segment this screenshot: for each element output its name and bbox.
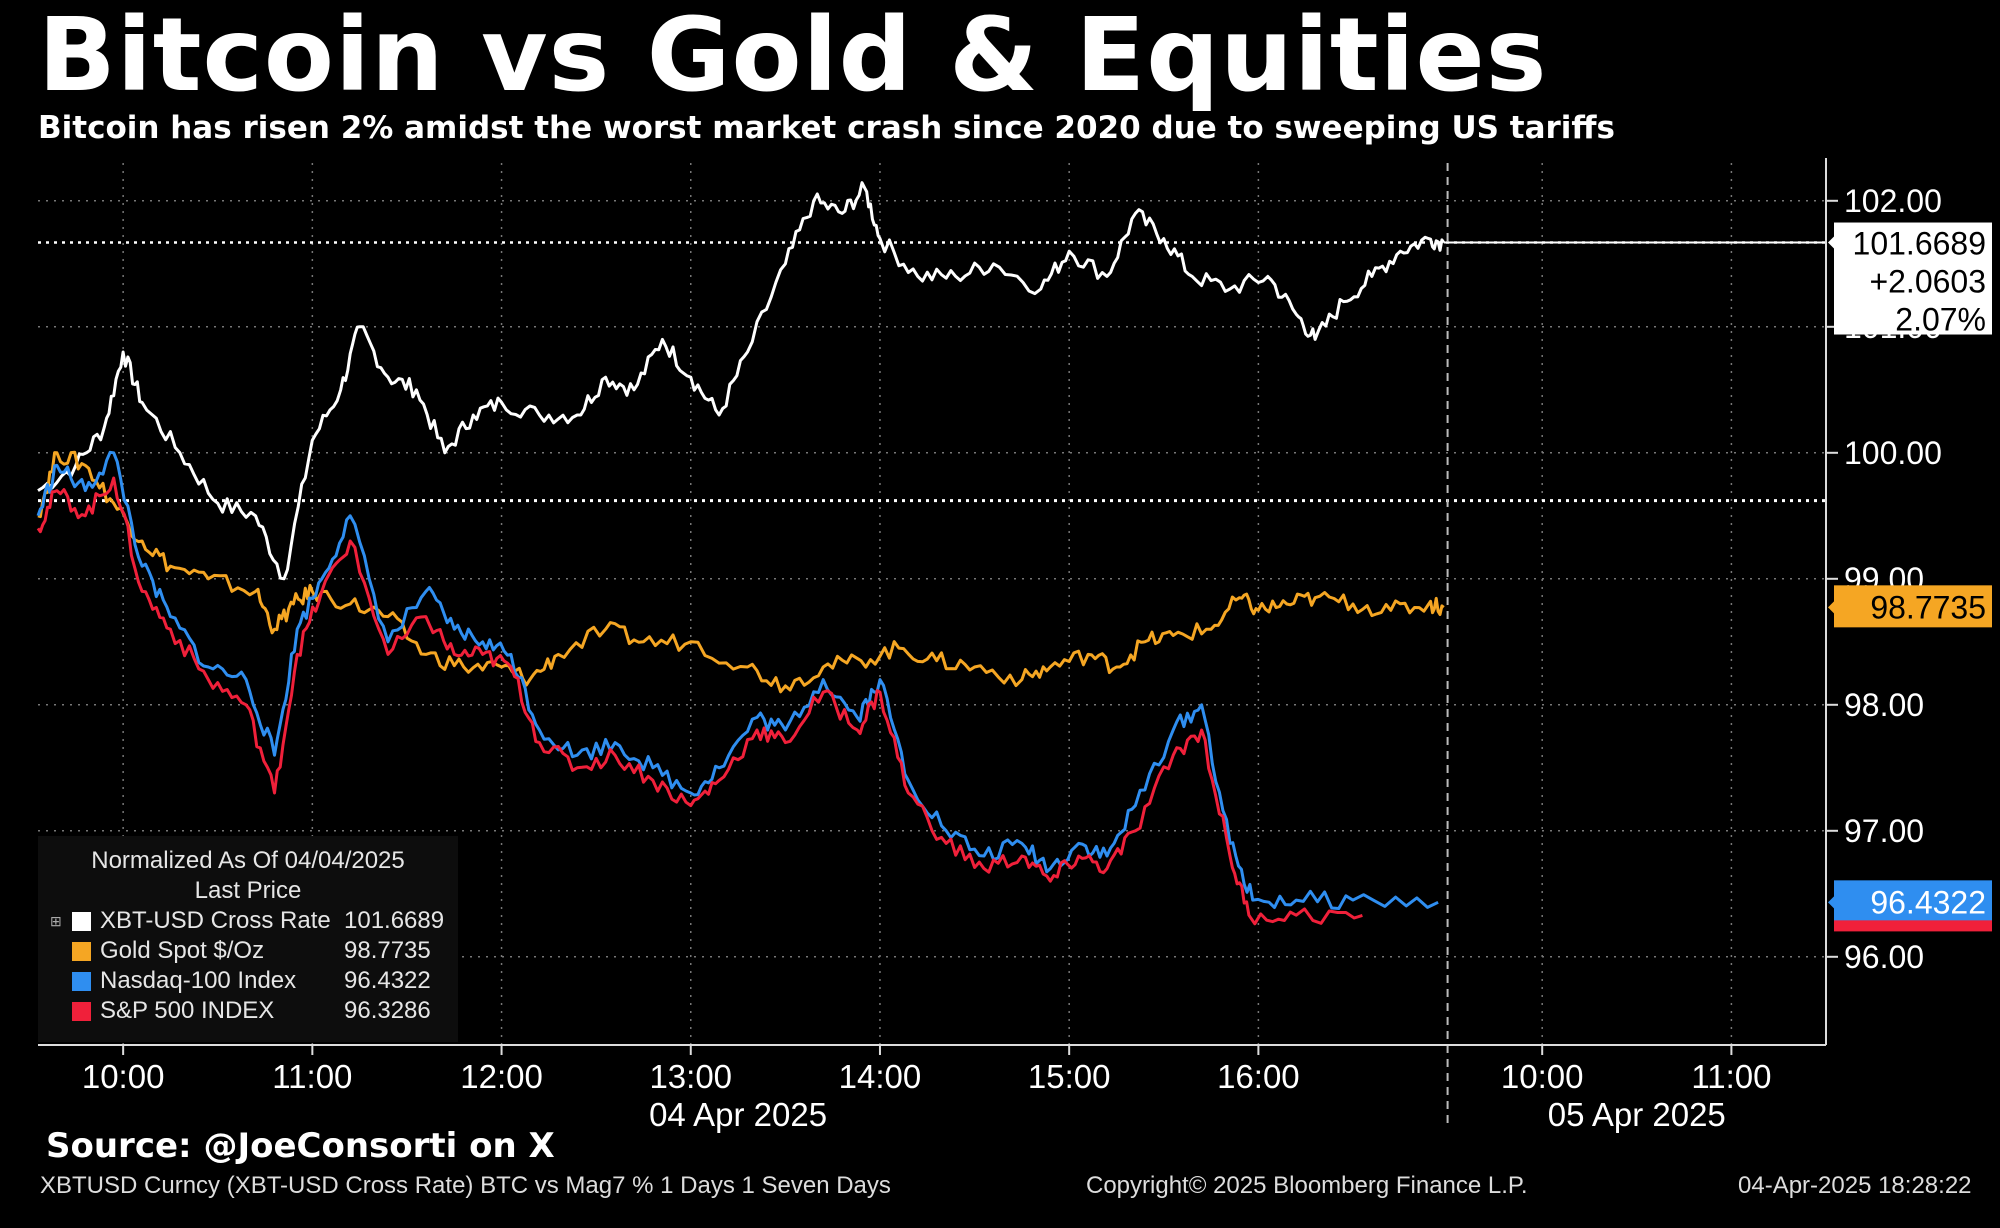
footer-copyright: Copyright© 2025 Bloomberg Finance L.P.: [1086, 1172, 1528, 1199]
chart-grid: [38, 163, 1826, 1125]
legend-swatch-xbt: [72, 912, 91, 931]
legend-header-normalized: Normalized As Of 04/04/2025: [91, 847, 405, 874]
legend-item-gold[interactable]: Gold Spot $/Oz 98.7735: [38, 936, 458, 966]
x-tick-label: 12:00: [460, 1058, 543, 1095]
legend-value: 98.7735: [344, 937, 431, 964]
footer-left: XBTUSD Curncy (XBT-USD Cross Rate) BTC v…: [40, 1172, 891, 1199]
expand-icon[interactable]: ⊞: [50, 913, 62, 929]
gold-label-pointer: [1828, 599, 1836, 616]
y-tick-label: 98.00: [1844, 687, 1924, 723]
xbt-last-label: 101.6689: [1853, 226, 1986, 262]
nasdaq-label-box: [1834, 880, 1992, 921]
legend-item-xbt[interactable]: ⊞ XBT-USD Cross Rate 101.6689: [38, 906, 458, 936]
legend-value: 101.6689: [344, 907, 445, 934]
xbt-label-box: [1834, 222, 1992, 335]
x-date-label: 05 Apr 2025: [1548, 1096, 1726, 1133]
nasdaq-last-label: 96.4322: [1870, 884, 1986, 920]
legend-header-last-price: Last Price: [194, 877, 302, 904]
xbt-last-label: 2.07%: [1895, 302, 1986, 338]
legend-value: 96.3286: [344, 997, 431, 1024]
x-tick-label: 10:00: [1501, 1058, 1584, 1095]
chart-title: Bitcoin vs Gold & Equities: [38, 0, 1548, 115]
series-layer: [36, 181, 1446, 926]
x-tick-label: 11:00: [1691, 1058, 1771, 1095]
x-tick-label: 14:00: [839, 1058, 922, 1095]
legend-name: S&P 500 INDEX: [100, 997, 275, 1024]
xbt-label-pointer: [1828, 234, 1836, 251]
legend-item-sp500[interactable]: S&P 500 INDEX 96.3286: [38, 996, 458, 1026]
series-line-0: [37, 181, 1446, 581]
legend-name: Gold Spot $/Oz: [100, 937, 265, 964]
nasdaq-label-pointer: [1828, 894, 1836, 911]
legend-swatch-sp500: [72, 1002, 91, 1021]
axis-layer: 102.00101.00100.0099.0098.0097.0096.0010…: [38, 158, 1992, 1133]
x-tick-label: 10:00: [82, 1058, 165, 1095]
x-tick-label: 13:00: [649, 1058, 732, 1095]
x-date-label: 04 Apr 2025: [649, 1096, 827, 1133]
legend-item-nasdaq[interactable]: Nasdaq-100 Index 96.4322: [38, 966, 458, 996]
y-tick-label: 96.00: [1844, 939, 1924, 975]
gold-label-box: [1834, 585, 1992, 628]
legend-value: 96.4322: [344, 967, 431, 994]
series-line-2: [36, 450, 1439, 910]
source-credit: Source: @JoeConsorti on X: [46, 1126, 555, 1166]
legend-box: Normalized As Of 04/04/2025 Last Price ⊞…: [38, 836, 458, 1042]
xbt-last-label: +2.0603: [1869, 264, 1986, 300]
legend-swatch-gold: [72, 942, 91, 961]
x-tick-label: 15:00: [1028, 1058, 1111, 1095]
x-tick-label: 16:00: [1217, 1058, 1300, 1095]
series-line-3: [36, 476, 1363, 926]
y-tick-label: 100.00: [1844, 435, 1942, 471]
gold-last-label: 98.7735: [1870, 589, 1986, 625]
chart-subtitle: Bitcoin has risen 2% amidst the worst ma…: [38, 110, 1615, 146]
series-line-1: [37, 450, 1445, 694]
legend-name: XBT-USD Cross Rate: [100, 907, 331, 934]
x-tick-label: 11:00: [272, 1058, 352, 1095]
legend-name: Nasdaq-100 Index: [100, 967, 297, 994]
legend-swatch-nasdaq: [72, 972, 91, 991]
y-tick-label: 102.00: [1844, 183, 1942, 219]
footer-timestamp: 04-Apr-2025 18:28:22: [1738, 1172, 1972, 1199]
y-tick-label: 97.00: [1844, 813, 1924, 849]
